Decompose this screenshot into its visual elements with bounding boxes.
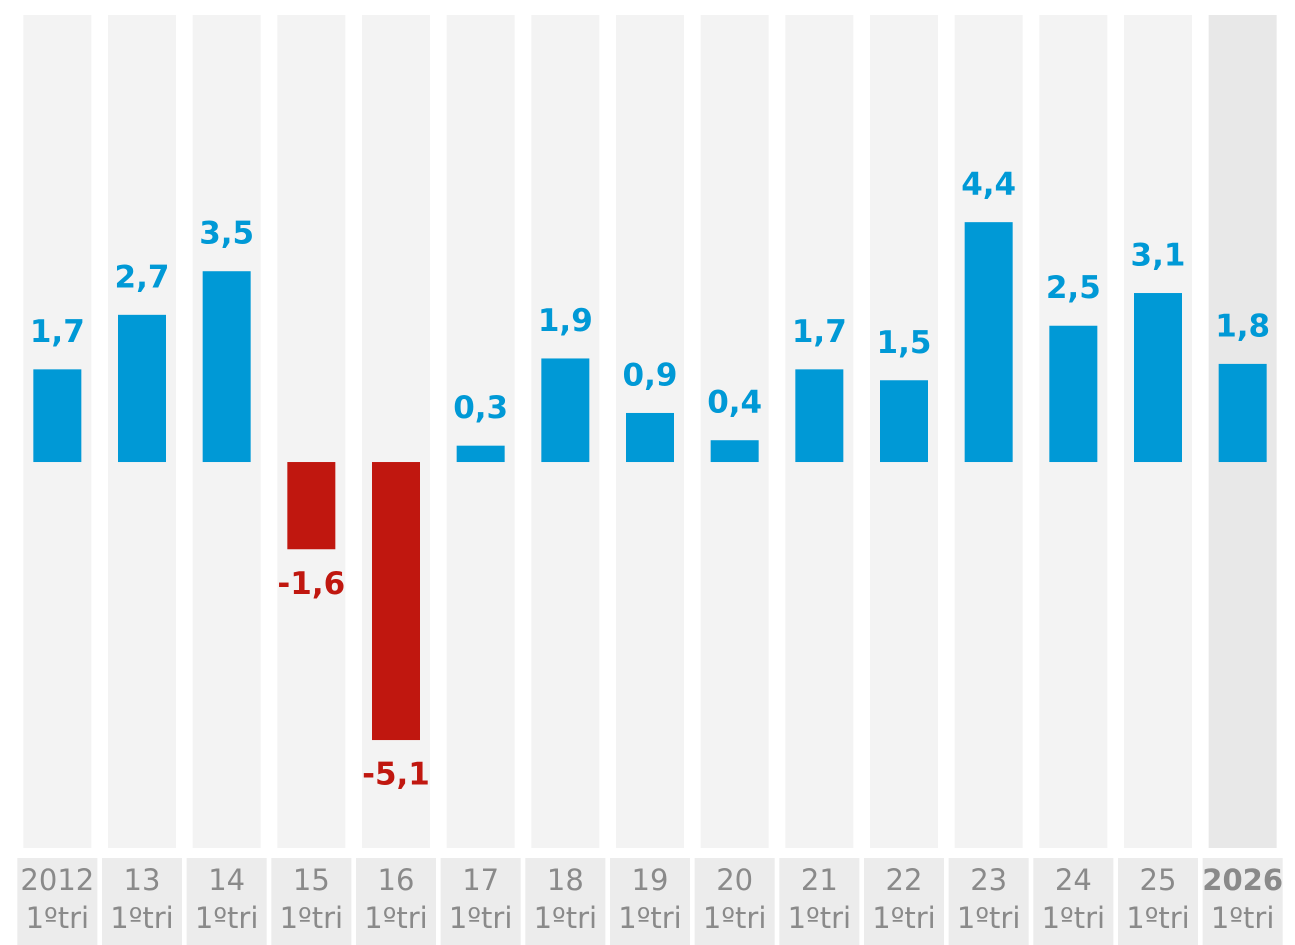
value-label: 0,9 [623,357,678,393]
x-tick-sublabel: 1ºtri [872,901,935,935]
bar [795,369,844,463]
label-box [610,858,690,945]
x-tick-sublabel: 1ºtri [534,901,597,935]
x-tick-sublabel: 1ºtri [195,901,258,935]
value-label: -1,6 [277,566,345,602]
bar [1134,293,1182,463]
label-box [525,858,606,945]
value-label: -5,1 [362,757,430,793]
label-box [17,858,98,945]
column-band [700,15,769,848]
x-tick-label: 2026 [1202,863,1283,897]
x-tick-sublabel: 1ºtri [703,901,766,935]
x-tick-label: 2012 [20,863,94,897]
x-tick-sublabel: 1ºtri [618,901,681,935]
x-tick-label: 16 [378,863,415,897]
column-band [446,15,515,848]
column-band [277,15,346,848]
bar [710,440,759,463]
value-label: 1,7 [30,314,85,350]
value-label: 3,5 [199,216,254,252]
x-tick-label: 23 [970,863,1007,897]
x-tick-sublabel: 1ºtri [26,901,89,935]
label-box [779,858,860,945]
bar [287,462,336,550]
value-label: 2,7 [115,259,170,295]
x-tick-sublabel: 1ºtri [1126,901,1189,935]
label-box [440,858,521,945]
x-tick-sublabel: 1ºtri [1042,901,1105,935]
label-box [694,858,775,945]
x-tick-sublabel: 1ºtri [957,901,1020,935]
label-box [1033,858,1114,945]
x-tick-label: 14 [208,863,245,897]
x-tick-label: 21 [801,863,838,897]
label-box [186,858,267,945]
label-box [864,858,944,945]
value-label: 1,9 [538,303,593,339]
x-tick-sublabel: 1ºtri [788,901,851,935]
bar [1218,363,1267,463]
label-box [948,858,1029,945]
x-tick-label: 19 [632,863,669,897]
label-box [271,858,352,945]
bar [626,412,674,463]
label-box [1118,858,1198,945]
value-label: 3,1 [1131,238,1186,274]
value-label: 4,4 [961,167,1016,203]
bar [880,380,928,463]
bar [118,314,166,463]
x-tick-label: 18 [547,863,584,897]
value-label: 0,3 [453,390,508,426]
x-tick-sublabel: 1ºtri [110,901,173,935]
x-tick-label: 20 [716,863,753,897]
bar [33,369,82,463]
bar [1049,325,1098,463]
x-tick-sublabel: 1ºtri [1211,901,1274,935]
x-tick-sublabel: 1ºtri [449,901,512,935]
bar [964,222,1013,463]
x-tick-label: 25 [1140,863,1177,897]
bar [541,358,590,463]
value-label: 1,8 [1215,308,1270,344]
x-tick-label: 24 [1055,863,1092,897]
x-tick-sublabel: 1ºtri [280,901,343,935]
bar [372,462,420,741]
x-tick-label: 13 [124,863,161,897]
x-tick-label: 22 [886,863,923,897]
x-tick-label: 17 [462,863,499,897]
x-tick-sublabel: 1ºtri [364,901,427,935]
x-tick-label: 15 [293,863,330,897]
bar [202,271,251,463]
label-box [102,858,182,945]
value-label: 1,7 [792,314,847,350]
label-box [1202,858,1283,945]
label-box [356,858,436,945]
value-label: 1,5 [877,325,932,361]
bar [456,445,505,463]
value-label: 0,4 [707,385,762,421]
value-label: 2,5 [1046,270,1101,306]
